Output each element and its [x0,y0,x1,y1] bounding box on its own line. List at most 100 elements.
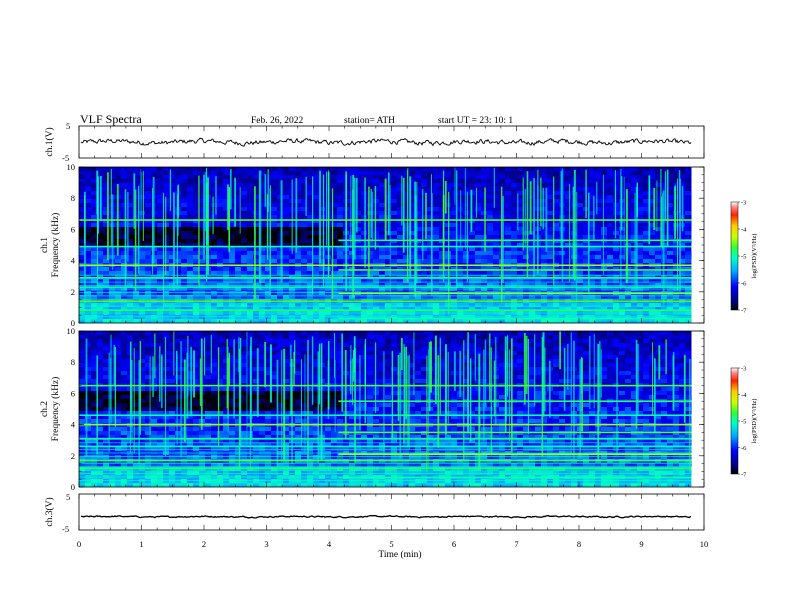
sferic-streak [665,339,667,375]
sferic-streak [301,359,303,447]
sferic-streak [165,196,167,276]
colorbar-gradient [730,367,739,475]
colorbar-tick-label: -6 [741,281,747,288]
sferic-streak [142,171,144,241]
sferic-streak [559,331,561,370]
sferic-streak [210,334,212,374]
narrowband-line [338,476,692,479]
sferic-streak [133,347,135,454]
narrowband-line [79,298,692,300]
sferic-streak [504,336,507,422]
sferic-streak [176,194,179,289]
narrowband-line [79,469,692,471]
sferic-streak [463,340,465,460]
sferic-streak [110,168,112,247]
sferic-streak [553,176,555,286]
sferic-streak [295,178,298,253]
sferic-streak [414,181,416,297]
sferic-streak [674,186,677,239]
sferic-streak [134,189,137,292]
colorbar-gradient [730,201,739,311]
sferic-streak [542,187,544,230]
narrowband-line [79,285,692,287]
ch1-spectrogram-panel: 0 2 4 6 8 10 ch.1 Frequency (kHz) [40,162,705,328]
narrowband-line [338,269,692,271]
sferic-streak [400,337,403,371]
sferic-streak [239,337,242,447]
sferic-streak [204,337,206,376]
sferic-streak [238,348,241,470]
y-tick-label: 10 [67,162,76,172]
sferic-streak [661,196,663,247]
narrowband-line [79,286,692,288]
sferic-streak [662,193,664,250]
sferic-streak [325,171,328,246]
x-axis-label: Time (min) [378,549,421,560]
sferic-streak [383,351,385,458]
sferic-streak [258,170,260,279]
sferic-streak [510,338,513,453]
sferic-streak [291,179,293,254]
sferic-streak [541,337,544,457]
sferic-streak [401,175,403,226]
sferic-streak [448,191,450,315]
colorbar-tick-label: -5 [741,254,746,261]
narrowband-line [79,319,692,321]
sferic-streak [527,338,529,434]
sferic-streak [434,335,437,405]
sferic-streak [320,343,323,461]
narrowband-line [79,459,692,462]
sferic-streak [180,341,182,458]
sferic-streak [502,195,504,284]
sferic-streak [526,171,529,279]
sferic-streak [683,354,686,423]
start-ut-label: start UT = 23: 10: 1 [438,116,513,126]
ch3-ylabel: ch.3(V) [44,497,55,526]
x-tick-label: 0 [77,539,81,549]
sferic-streak [426,355,428,473]
narrowband-line [79,312,692,314]
ch3-trace [80,514,692,519]
sferic-streak [280,180,283,283]
sferic-streak [635,187,638,291]
narrowband-line [79,309,692,312]
sferic-streak [484,339,487,408]
sferic-streak [203,174,206,260]
narrowband-line [79,449,692,451]
sferic-streak [317,351,319,463]
sferic-streak [679,178,681,292]
sferic-streak [596,181,598,215]
sferic-streak [540,177,542,227]
sferic-streak [636,182,639,218]
sferic-streak [250,337,252,441]
sferic-streak [169,169,172,211]
sferic-streak [352,189,354,255]
narrowband-line [79,437,692,440]
sferic-streak [173,331,175,376]
narrowband-line [79,455,692,457]
narrowband-line [79,288,692,290]
sferic-streak [84,195,86,244]
narrowband-line [79,315,692,317]
sferic-streak [677,178,679,291]
sferic-streak [637,344,639,416]
sferic-streak [344,350,347,439]
sferic-streak [534,334,536,407]
sferic-streak [173,192,175,291]
sferic-streak [290,344,292,416]
sferic-streak [359,355,361,430]
sferic-streak [281,349,283,463]
sferic-streak [217,347,220,447]
narrowband-line [79,473,692,475]
sferic-streak [580,357,583,394]
sferic-streak [523,333,526,405]
sferic-streak [399,352,402,459]
sferic-streak [83,191,86,308]
colorbar-label: log(PSD)(V²/Hz) [751,234,758,279]
x-tick-label: 8 [577,539,581,549]
sferic-streak [614,170,616,223]
y-tick-label: 10 [67,326,76,336]
sferic-streak [475,187,477,218]
sferic-streak [350,175,352,248]
